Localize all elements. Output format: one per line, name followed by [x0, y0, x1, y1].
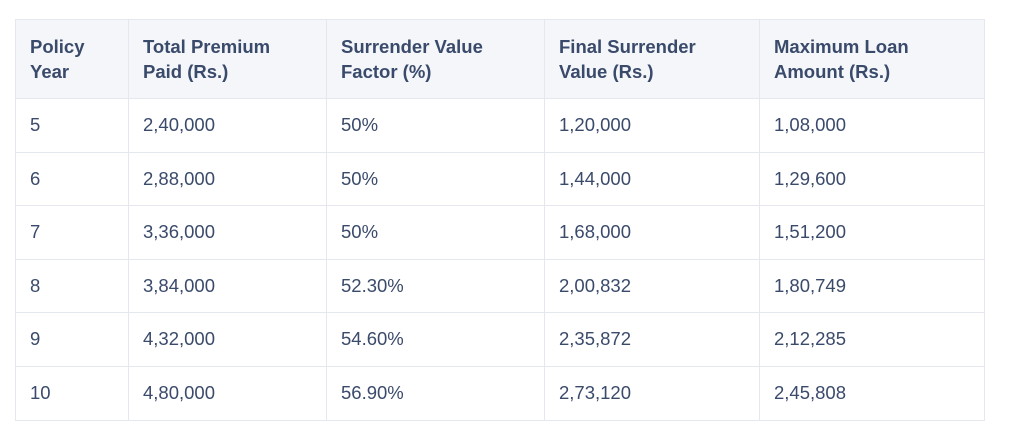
cell-surrender-value-factor: 56.90%: [326, 365, 545, 421]
cell-total-premium-paid: 4,80,000: [128, 365, 327, 421]
table-row: 9 4,32,000 54.60% 2,35,872 2,12,285: [15, 312, 985, 367]
cell-surrender-value-factor: 50%: [326, 98, 545, 153]
cell-policy-year: 8: [15, 258, 129, 313]
header-final-surrender-value: Final Surrender Value (Rs.): [544, 19, 760, 99]
table-row: 6 2,88,000 50% 1,44,000 1,29,600: [15, 151, 985, 206]
header-row: Policy Year Total Premium Paid (Rs.) Sur…: [15, 19, 985, 99]
table-header: Policy Year Total Premium Paid (Rs.) Sur…: [15, 19, 985, 99]
cell-total-premium-paid: 4,32,000: [128, 312, 327, 367]
surrender-value-table: Policy Year Total Premium Paid (Rs.) Sur…: [15, 19, 985, 421]
cell-final-surrender-value: 1,44,000: [544, 151, 760, 206]
cell-surrender-value-factor: 50%: [326, 205, 545, 260]
header-policy-year: Policy Year: [15, 19, 129, 99]
table-row: 7 3,36,000 50% 1,68,000 1,51,200: [15, 205, 985, 260]
table-row: 5 2,40,000 50% 1,20,000 1,08,000: [15, 98, 985, 153]
cell-maximum-loan-amount: 2,12,285: [759, 312, 985, 367]
cell-final-surrender-value: 1,20,000: [544, 98, 760, 153]
cell-surrender-value-factor: 54.60%: [326, 312, 545, 367]
cell-maximum-loan-amount: 1,51,200: [759, 205, 985, 260]
table-body: 5 2,40,000 50% 1,20,000 1,08,000 6 2,88,…: [15, 98, 985, 421]
cell-total-premium-paid: 3,36,000: [128, 205, 327, 260]
cell-final-surrender-value: 2,00,832: [544, 258, 760, 313]
cell-maximum-loan-amount: 2,45,808: [759, 365, 985, 421]
cell-surrender-value-factor: 52.30%: [326, 258, 545, 313]
header-surrender-value-factor: Surrender Value Factor (%): [326, 19, 545, 99]
cell-total-premium-paid: 3,84,000: [128, 258, 327, 313]
cell-maximum-loan-amount: 1,08,000: [759, 98, 985, 153]
cell-final-surrender-value: 2,35,872: [544, 312, 760, 367]
cell-policy-year: 9: [15, 312, 129, 367]
cell-policy-year: 5: [15, 98, 129, 153]
header-maximum-loan-amount: Maximum Loan Amount (Rs.): [759, 19, 985, 99]
cell-maximum-loan-amount: 1,29,600: [759, 151, 985, 206]
cell-final-surrender-value: 1,68,000: [544, 205, 760, 260]
table-row: 8 3,84,000 52.30% 2,00,832 1,80,749: [15, 258, 985, 313]
cell-policy-year: 10: [15, 365, 129, 421]
cell-final-surrender-value: 2,73,120: [544, 365, 760, 421]
cell-policy-year: 6: [15, 151, 129, 206]
cell-surrender-value-factor: 50%: [326, 151, 545, 206]
table-row: 10 4,80,000 56.90% 2,73,120 2,45,808: [15, 365, 985, 421]
cell-policy-year: 7: [15, 205, 129, 260]
cell-total-premium-paid: 2,88,000: [128, 151, 327, 206]
header-total-premium-paid: Total Premium Paid (Rs.): [128, 19, 327, 99]
surrender-value-table-container: Policy Year Total Premium Paid (Rs.) Sur…: [15, 19, 985, 421]
cell-total-premium-paid: 2,40,000: [128, 98, 327, 153]
cell-maximum-loan-amount: 1,80,749: [759, 258, 985, 313]
